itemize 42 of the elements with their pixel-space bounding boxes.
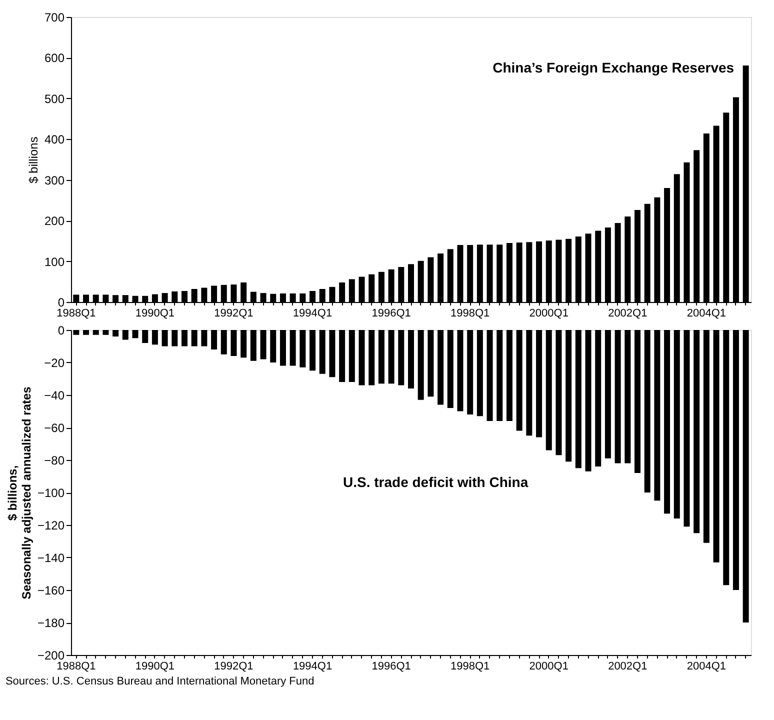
x-tick-label: 1998Q1 (450, 308, 490, 320)
x-tick-label: 2000Q1 (529, 308, 568, 320)
y-tick-label: 200 (44, 214, 65, 228)
y-tick-label: 300 (44, 173, 65, 188)
x-tick-label: 1996Q1 (372, 660, 411, 672)
y-axis-title: $ billions, Seasonally adjusted annualized rates (5, 386, 34, 600)
y-tick-label: 500 (44, 92, 65, 106)
y-tick-label: −80 (44, 454, 65, 468)
y-tick-label: −100 (37, 486, 65, 500)
x-tick-label: 1990Q1 (135, 660, 175, 672)
x-tick-label: 2004Q1 (686, 660, 726, 672)
x-tick-label: 1998Q1 (450, 660, 490, 672)
y-tick-label: −200 (37, 648, 65, 662)
y-tick-label: 700 (44, 10, 65, 24)
y-tick-label: −20 (44, 356, 65, 370)
y-tick-label: 0 (58, 324, 65, 338)
x-tick-label: 1994Q1 (292, 308, 332, 320)
y-tick-label: 100 (44, 254, 65, 269)
x-tick-label: 1988Q1 (56, 660, 96, 672)
y-axis-title: $ billions (26, 136, 40, 184)
y-tick-label: −40 (44, 388, 65, 402)
x-tick-label: 2004Q1 (686, 308, 726, 320)
x-tick-label: 1992Q1 (214, 660, 254, 672)
x-tick-label: 1992Q1 (214, 308, 254, 320)
y-tick-label: −180 (37, 616, 65, 630)
y-tick-label: −60 (44, 421, 65, 435)
y-tick-label: 600 (44, 51, 65, 66)
y-tick-label: −160 (37, 584, 65, 598)
y-tick-label: −120 (37, 518, 65, 532)
y-tick-label: 400 (44, 132, 65, 147)
x-tick-label: 1988Q1 (56, 308, 96, 320)
text: U.S. trade deficit with China (343, 474, 528, 490)
y-tick-label: 0 (58, 296, 65, 310)
source-note: Sources: U.S. Census Bureau and International Monetary Fund (5, 676, 314, 688)
x-tick-label: 1990Q1 (135, 308, 175, 320)
x-tick-label: 2000Q1 (529, 660, 568, 672)
y-tick-label: −140 (37, 551, 65, 565)
x-tick-label: 2002Q1 (608, 308, 648, 320)
x-tick-label: 2002Q1 (608, 660, 648, 672)
text: China’s Foreign Exchange Reserves (492, 59, 734, 76)
x-tick-label: 1994Q1 (292, 660, 332, 672)
x-tick-label: 1996Q1 (372, 308, 411, 320)
